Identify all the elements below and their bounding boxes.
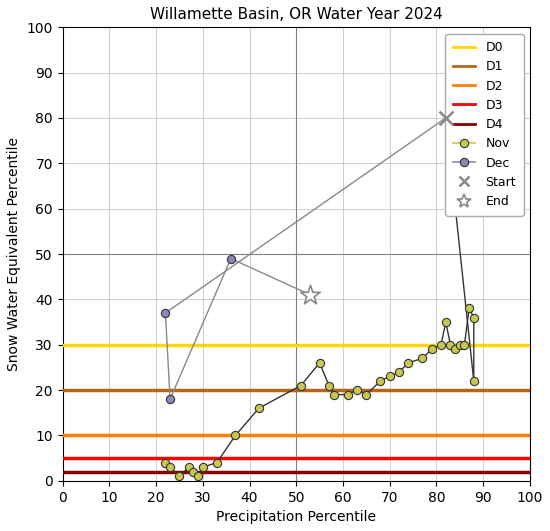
Point <box>255 404 263 413</box>
Point <box>450 345 459 354</box>
Point <box>189 467 198 476</box>
Point <box>404 358 413 367</box>
Point <box>441 114 450 122</box>
Point <box>161 458 170 467</box>
Point <box>465 304 474 313</box>
Point <box>353 386 361 395</box>
Point <box>441 318 450 327</box>
Point <box>175 472 184 481</box>
Point <box>469 313 478 322</box>
Point <box>455 340 464 349</box>
Point <box>306 290 315 299</box>
Point <box>324 381 333 390</box>
Point <box>418 354 427 363</box>
Point <box>460 340 469 349</box>
Point <box>437 340 446 349</box>
Point <box>395 367 404 376</box>
Point <box>315 358 324 367</box>
Point <box>343 390 352 399</box>
Point <box>227 254 235 263</box>
Point <box>212 458 221 467</box>
Legend: D0, D1, D2, D3, D4, Nov, Dec, Start, End: D0, D1, D2, D3, D4, Nov, Dec, Start, End <box>446 33 524 216</box>
X-axis label: Precipitation Percentile: Precipitation Percentile <box>216 510 376 524</box>
Point <box>161 309 170 317</box>
Point <box>469 377 478 386</box>
Point <box>386 372 394 381</box>
Point <box>166 395 174 404</box>
Point <box>194 472 202 481</box>
Point <box>427 345 436 354</box>
Point <box>184 463 193 472</box>
Point <box>296 381 305 390</box>
Point <box>446 340 455 349</box>
Point <box>199 463 207 472</box>
Point <box>329 390 338 399</box>
Y-axis label: Snow Water Equivalent Percentile: Snow Water Equivalent Percentile <box>7 137 21 371</box>
Point <box>376 377 385 386</box>
Point <box>166 463 174 472</box>
Point <box>362 390 371 399</box>
Point <box>231 431 240 440</box>
Title: Willamette Basin, OR Water Year 2024: Willamette Basin, OR Water Year 2024 <box>150 7 443 22</box>
